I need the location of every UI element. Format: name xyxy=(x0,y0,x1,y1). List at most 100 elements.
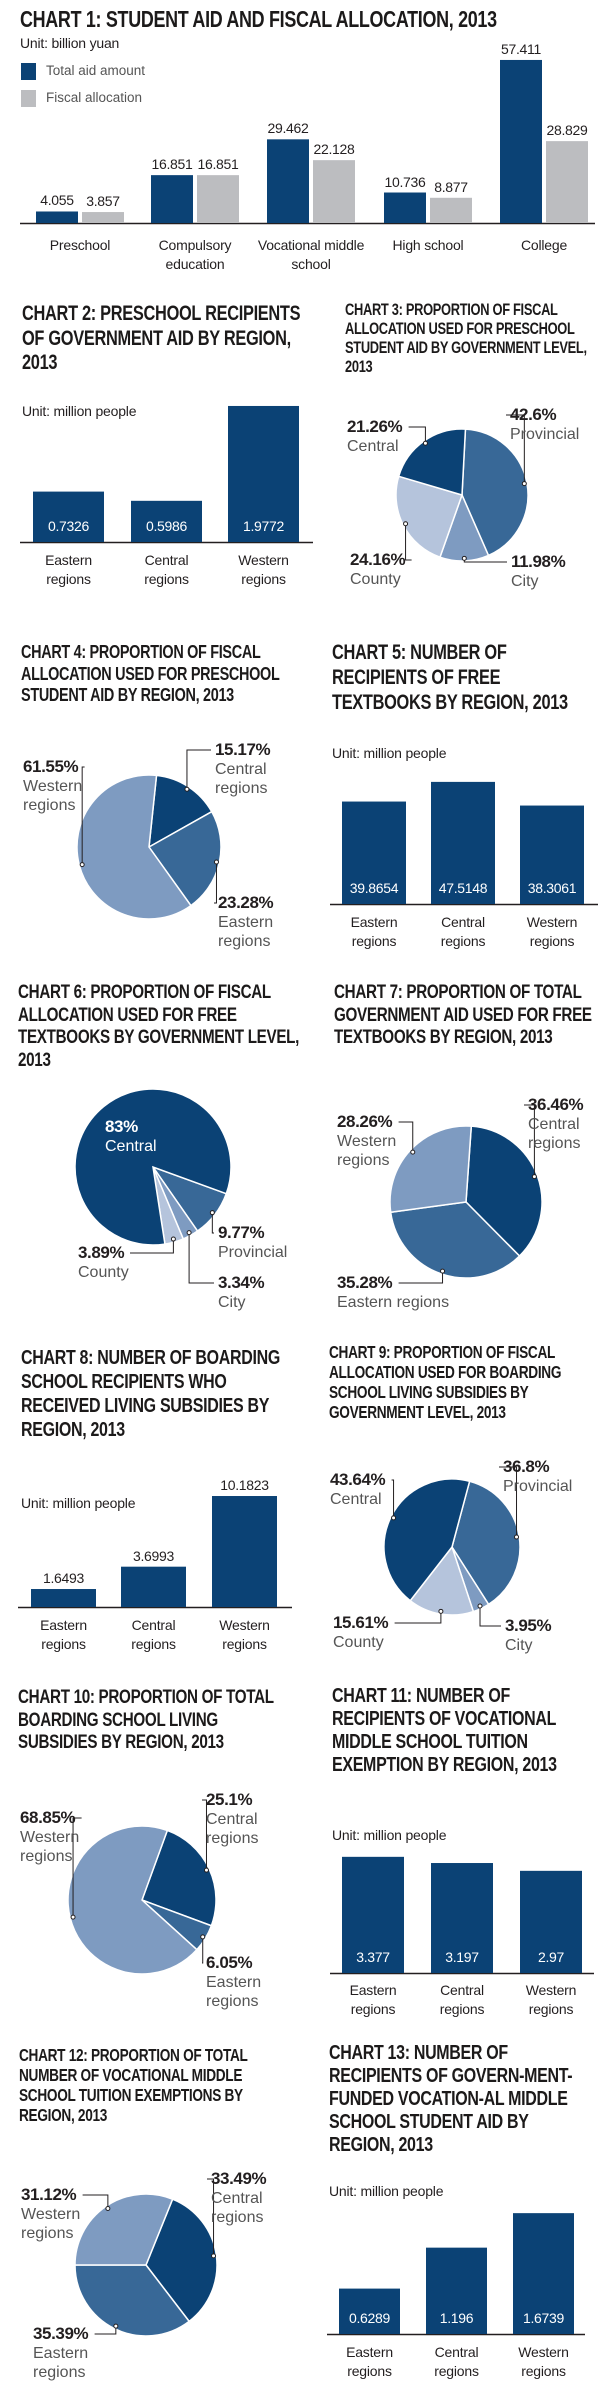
chart-title: CHART 4: PROPORTION OF FISCAL ALLOCATION… xyxy=(21,641,280,705)
pie-slice xyxy=(148,774,213,849)
bar xyxy=(431,1863,493,1973)
chart-6-graphics xyxy=(74,1088,232,1284)
slice-label: Central regions xyxy=(211,2190,264,2226)
bar xyxy=(384,192,426,223)
category-label: High school xyxy=(392,237,464,253)
value-label: 1.6493 xyxy=(42,1570,85,1587)
slice-label: Eastern regions xyxy=(33,2345,89,2381)
leader-dot xyxy=(440,1268,446,1274)
chart-title: CHART 8: NUMBER OF BOARDING SCHOOL RECIP… xyxy=(21,1346,280,1441)
slice-label: Western regions xyxy=(20,1829,80,1865)
value-label: 3.6993 xyxy=(132,1547,175,1564)
bar xyxy=(197,175,239,223)
percent-label: 23.28% xyxy=(218,893,274,912)
category-label: Eastern regions xyxy=(349,1982,397,2017)
value-label: 16.851 xyxy=(197,156,239,173)
bar xyxy=(82,212,124,223)
leader-dot xyxy=(514,1534,520,1540)
chart-7-graphics xyxy=(389,1104,543,1284)
percent-label: 25.1% xyxy=(206,1790,253,1809)
category-label: Vocational middle school xyxy=(257,237,365,272)
value-label: 0.5986 xyxy=(145,518,188,534)
percent-label: 68.85% xyxy=(20,1808,76,1827)
leader-dot xyxy=(410,1149,416,1155)
category-label: Central regions xyxy=(144,552,189,587)
leader-dot xyxy=(113,2323,119,2329)
chart-title: CHART 12: PROPORTION OF TOTAL NUMBER OF … xyxy=(19,2045,248,2125)
value-label: 47.5148 xyxy=(438,880,488,896)
category-label: Eastern regions xyxy=(350,914,398,949)
chart-1-graphics xyxy=(20,59,595,225)
chart-title: CHART 3: PROPORTION OF FISCAL ALLOCATION… xyxy=(345,301,587,376)
pie-slice xyxy=(395,475,463,559)
category-label: Central regions xyxy=(434,2344,479,2379)
slice-label: Western regions xyxy=(23,778,83,814)
category-label: Central regions xyxy=(131,1617,176,1652)
percent-label: 33.49% xyxy=(211,2169,267,2188)
slice-label: Central regions xyxy=(206,1811,259,1847)
leader-line xyxy=(499,1466,518,1538)
bar xyxy=(212,1496,277,1607)
leader-line xyxy=(130,1239,174,1254)
percent-label: 21.26% xyxy=(347,417,403,436)
leader-line xyxy=(81,766,85,865)
pie-slice xyxy=(74,2264,191,2337)
leader-dot xyxy=(477,1603,483,1609)
percent-label: 3.34% xyxy=(218,1273,265,1292)
slice-label: County xyxy=(78,1264,129,1281)
leader-dot xyxy=(184,786,190,792)
leader-line xyxy=(408,426,426,444)
unit-label: Unit: million people xyxy=(332,1827,447,1843)
value-label: 8.877 xyxy=(434,178,468,195)
slice-label: City xyxy=(218,1294,246,1311)
value-label: 10.736 xyxy=(384,173,426,190)
chart-title: CHART 9: PROPORTION OF FISCAL ALLOCATION… xyxy=(329,1342,562,1422)
chart-title: CHART 10: PROPORTION OF TOTAL BOARDING S… xyxy=(18,1686,274,1753)
leader-line xyxy=(207,2178,215,2256)
percent-label: 15.17% xyxy=(215,740,271,759)
slice-label: Eastern regions xyxy=(206,1974,262,2010)
chart-10-graphics xyxy=(67,1799,217,1975)
slice-label: Central xyxy=(330,1491,382,1508)
category-label: Compulsory education xyxy=(158,237,232,272)
pie-slice xyxy=(74,1088,232,1246)
bar xyxy=(520,805,584,904)
chart-4-graphics xyxy=(76,749,222,920)
pie-slice xyxy=(383,1478,471,1602)
leader-dot xyxy=(403,521,409,527)
percent-label: 35.39% xyxy=(33,2324,89,2343)
category-label: Preschool xyxy=(49,237,111,253)
unit-label: Unit: million people xyxy=(332,745,447,761)
percent-label: 35.28% xyxy=(337,1273,393,1292)
value-label: 39.8654 xyxy=(349,880,399,896)
slice-label: Central xyxy=(347,438,399,455)
value-label: 4.055 xyxy=(40,192,74,209)
value-label: 3.377 xyxy=(356,1949,390,1965)
pie-slice xyxy=(389,1201,521,1279)
percent-label: 83% xyxy=(105,1117,138,1136)
leader-dot xyxy=(105,2206,111,2212)
chart-5-graphics xyxy=(330,781,598,906)
bar xyxy=(520,1870,582,1973)
leader-line xyxy=(211,1212,214,1234)
pie-slice xyxy=(397,428,467,496)
bar xyxy=(121,1566,186,1607)
leader-line xyxy=(94,2326,117,2335)
bar xyxy=(151,175,193,223)
value-label: 1.9772 xyxy=(242,518,285,534)
leader-line xyxy=(82,2194,109,2209)
bar xyxy=(228,405,299,542)
chart-11-graphics xyxy=(330,1856,594,1975)
leader-line xyxy=(186,749,211,790)
category-label: Western regions xyxy=(518,2344,569,2379)
bar xyxy=(342,801,406,904)
category-label: Eastern regions xyxy=(346,2344,393,2379)
slice-label: City xyxy=(511,573,539,590)
percent-label: 3.89% xyxy=(78,1243,125,1262)
unit-label: Unit: million people xyxy=(329,2183,444,2199)
slice-label: Provincial xyxy=(503,1478,573,1495)
pie-slice xyxy=(389,1125,473,1214)
percent-label: 11.98% xyxy=(511,552,566,571)
value-label: 1.6739 xyxy=(522,2310,565,2326)
